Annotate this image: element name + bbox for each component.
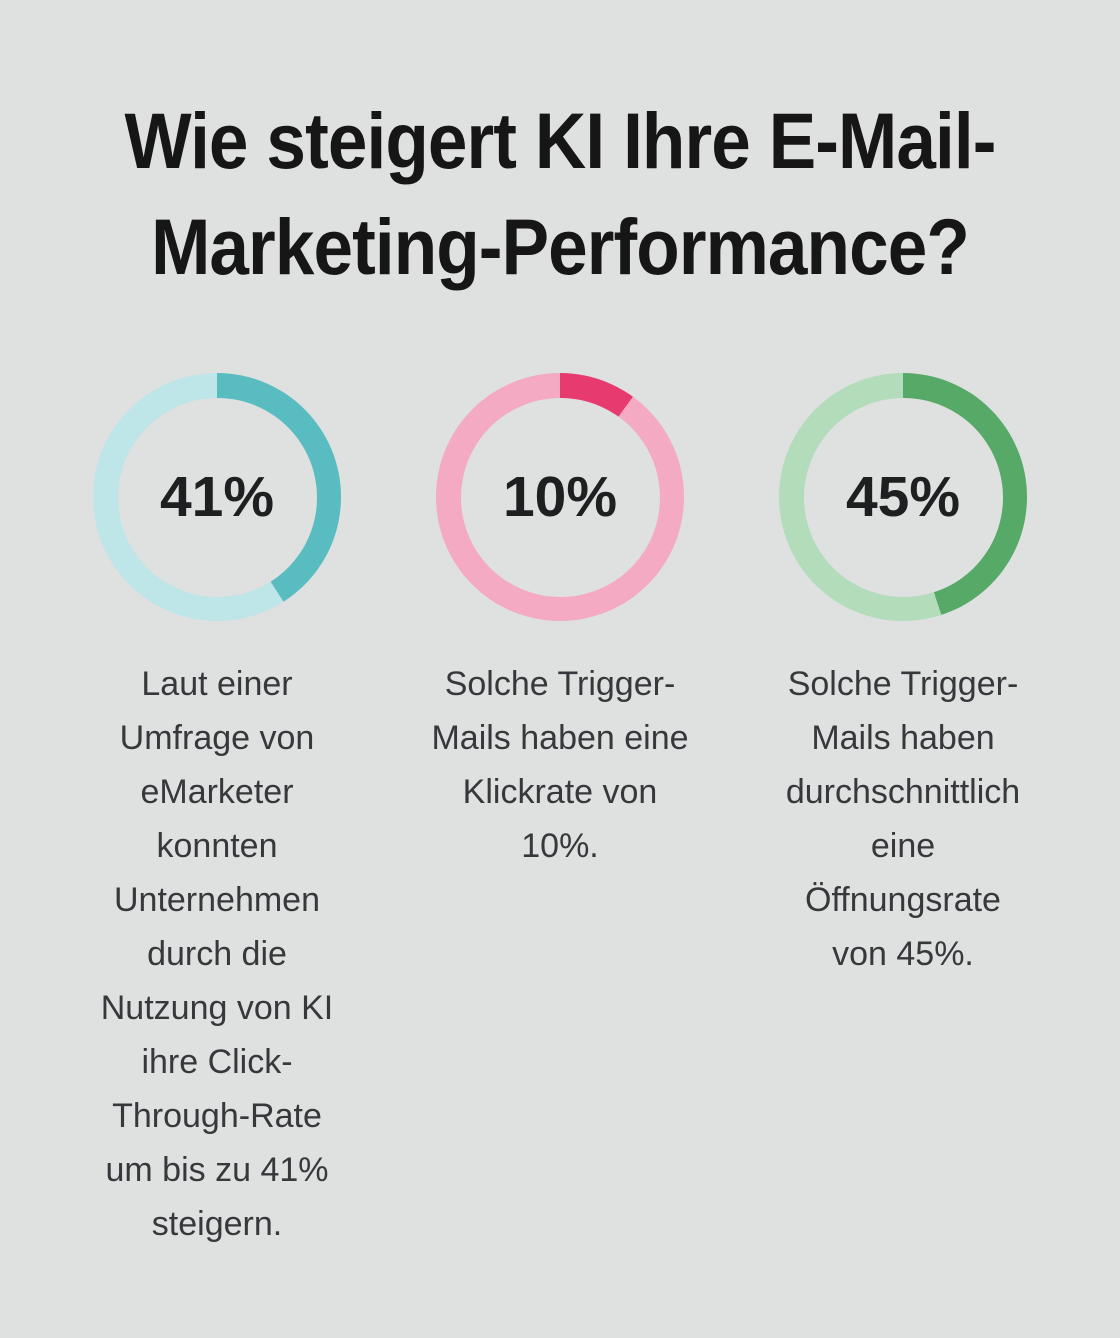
stat-description: Laut einer Umfrage von eMarketer konnten…: [100, 665, 334, 1243]
stat-description: Solche Trigger- Mails haben eine Klickra…: [431, 665, 689, 865]
page-title-line1: Wie steigert KI Ihre E-Mail-: [124, 96, 996, 185]
donut-hole: 45%: [803, 397, 1003, 597]
stat-description: Solche Trigger- Mails haben durchschnitt…: [785, 665, 1021, 973]
stat-column-ctr: 41% Laut einer Umfrage von eMarketer kon…: [87, 373, 347, 1251]
stats-row: 41% Laut einer Umfrage von eMarketer kon…: [0, 373, 1120, 1251]
page-title-line2: Marketing-Performance?: [151, 202, 970, 291]
stat-column-klickrate: 10% Solche Trigger- Mails haben eine Kli…: [430, 373, 690, 1251]
stat-column-oeffnungsrate: 45% Solche Trigger- Mails haben durchsch…: [773, 373, 1033, 1251]
donut-value: 41%: [159, 465, 275, 529]
page-title: Wie steigert KI Ihre E-Mail- Marketing-P…: [56, 88, 1064, 300]
donut-hole: 41%: [117, 397, 317, 597]
donut-value: 45%: [845, 465, 961, 529]
donut-value: 10%: [502, 465, 618, 529]
donut-chart: 41%: [93, 373, 341, 621]
donut-chart: 45%: [779, 373, 1027, 621]
donut-hole: 10%: [460, 397, 660, 597]
donut-chart: 10%: [436, 373, 684, 621]
